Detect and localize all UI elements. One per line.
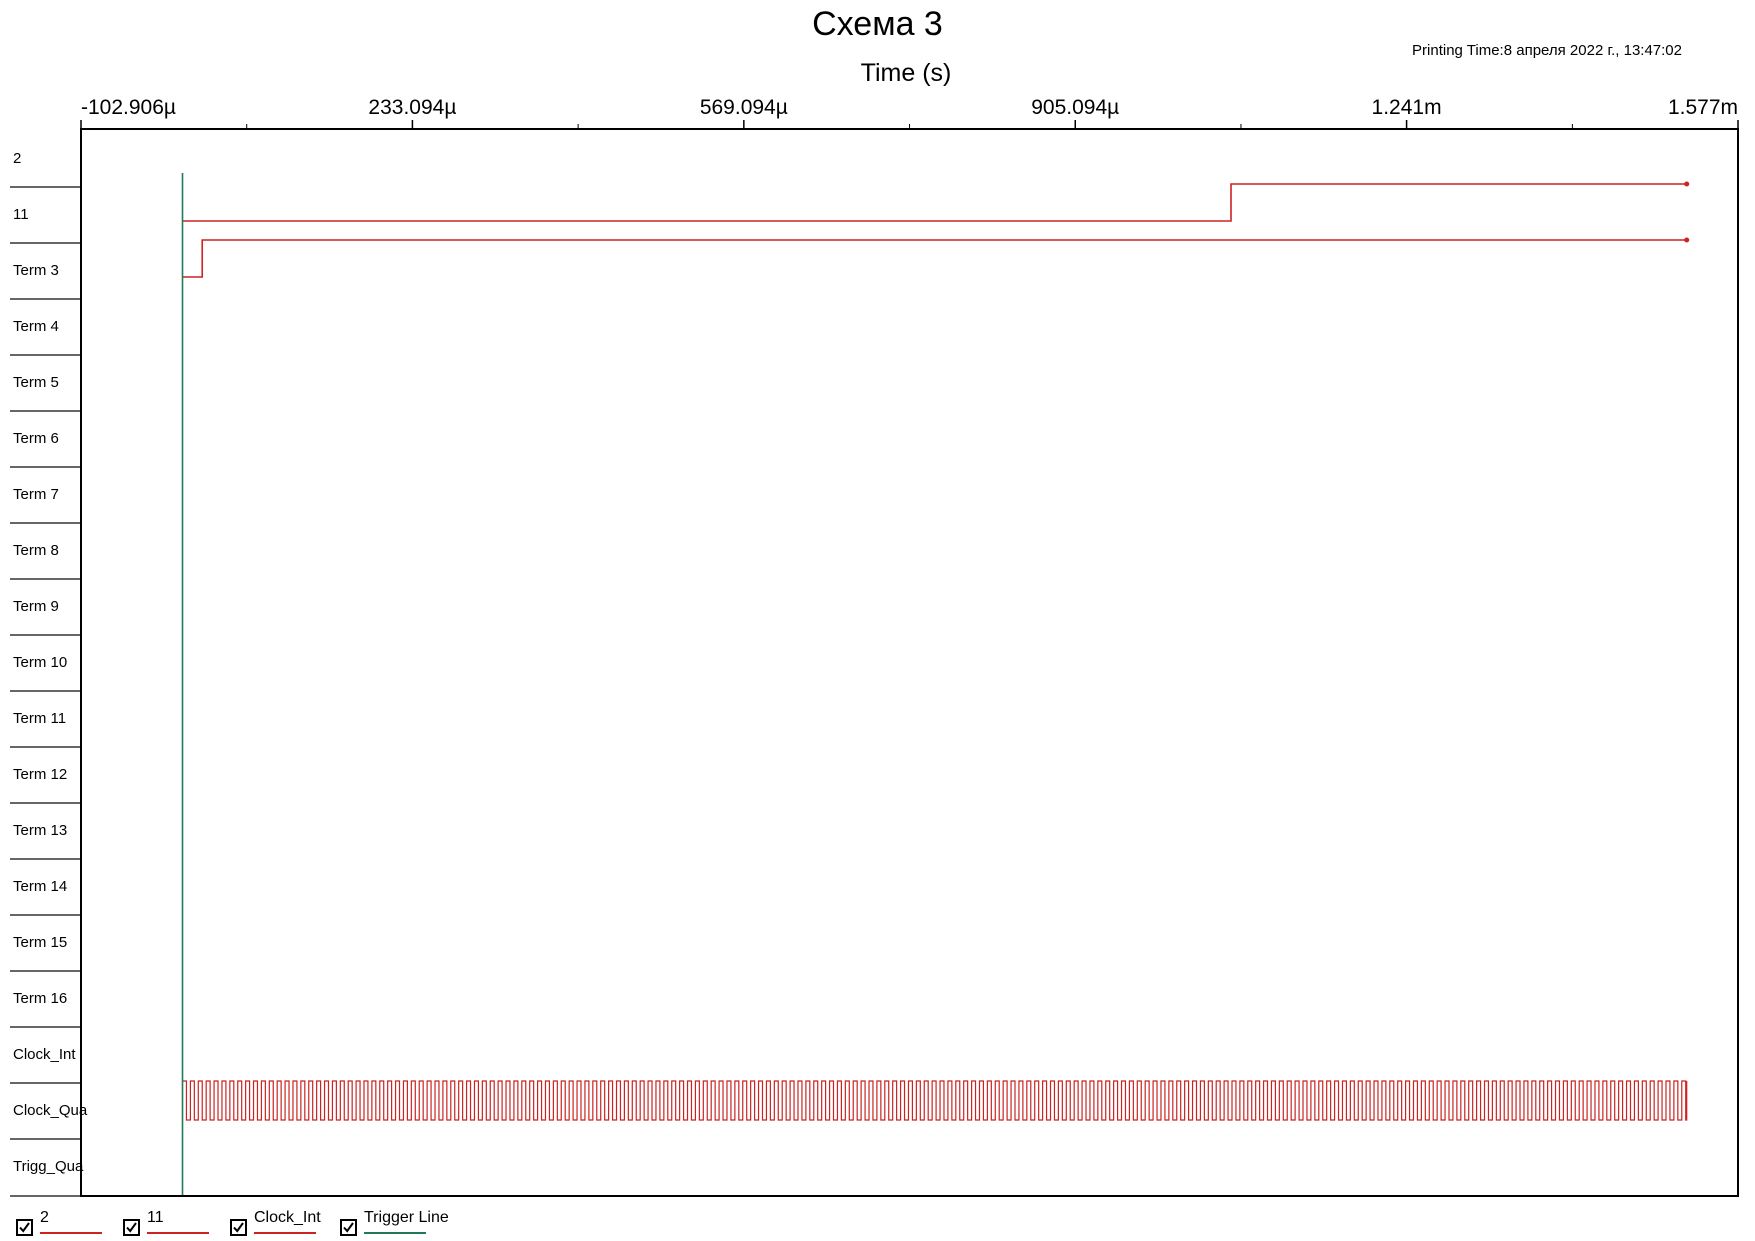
channel-label: Term 3 [13,262,59,279]
legend-label: Trigger Line [364,1209,449,1226]
x-tick-label: 1.577m [1668,96,1738,119]
channel-label: Term 12 [13,766,67,783]
legend-checkbox[interactable] [16,1219,33,1236]
channel-label: 2 [13,150,21,167]
legend-checkbox[interactable] [230,1219,247,1236]
trace-2 [182,183,1687,222]
trace-end-marker [1684,237,1690,243]
legend-swatch [40,1232,102,1234]
channel-label: Term 6 [13,430,59,447]
x-axis: -102.906µ 233.094µ 569.094µ 905.094µ 1.241m 1… [80,96,1739,129]
channel-label: Term 13 [13,822,67,839]
x-tick-label: -102.906µ [81,96,176,119]
x-tick-label: 569.094µ [700,96,788,119]
channel-label: Term 7 [13,486,59,503]
channel-label: Term 15 [13,934,67,951]
printing-time: Printing Time:8 апреля 2022 г., 13:47:02 [1412,42,1682,59]
legend-checkbox[interactable] [123,1219,140,1236]
trace-end-marker [1684,181,1690,187]
channel-label: Term 11 [13,710,66,727]
legend-swatch [364,1232,426,1234]
timing-chart: Time (s) -102.906µ 233.094µ 569.094µ 905.09… [10,59,1739,1197]
channel-label: Clock_Int [13,1046,76,1063]
trace-Clock_Int [182,1080,1688,1121]
chart-title: Схема 3 [812,5,943,43]
legend-swatch [254,1232,316,1234]
x-tick-label: 233.094µ [368,96,456,119]
channel-label: Term 8 [13,542,59,559]
channel-label: Term 16 [13,990,67,1007]
channel-label: Term 9 [13,598,59,615]
legend-label: Clock_Int [254,1209,321,1226]
channel-label: Term 10 [13,654,67,671]
trace-11 [182,239,1687,278]
channel-label: Term 14 [13,878,67,895]
channel-rows: 2 11 Term 3 Term 4 Term 5 Term 6 Term 7 Term 8 T… [10,150,88,1197]
x-axis-title: Time (s) [861,59,952,87]
channel-label: Clock_Qua [13,1102,88,1119]
legend-label: 11 [147,1209,164,1226]
plot-frame [80,128,1739,1197]
legend-label: 2 [40,1209,49,1226]
channel-label: Trigg_Qua [13,1158,84,1175]
x-tick-label: 1.241m [1372,96,1442,119]
signal-traces [181,173,1690,1196]
channel-label: Term 5 [13,374,59,391]
channel-label: Term 4 [13,318,59,335]
channel-label: 11 [13,206,29,223]
legend-checkbox[interactable] [340,1219,357,1236]
x-tick-label: 905.094µ [1031,96,1119,119]
legend-swatch [147,1232,209,1234]
